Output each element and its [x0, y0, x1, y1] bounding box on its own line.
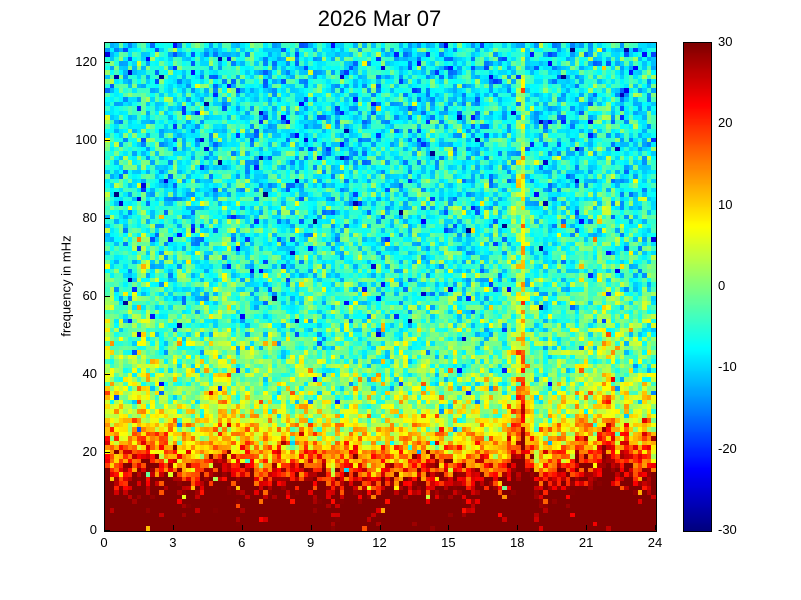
tick-mark — [104, 525, 105, 530]
y-tick-label: 120 — [75, 53, 97, 69]
x-tick-label: 21 — [578, 535, 594, 550]
colorbar — [683, 42, 712, 532]
tick-mark — [586, 525, 587, 530]
x-tick-label: 9 — [307, 535, 315, 550]
colorbar-tick-label: -20 — [718, 440, 737, 456]
y-tick-label: 0 — [89, 522, 97, 537]
tick-mark — [311, 525, 312, 530]
tick-mark — [448, 525, 449, 530]
x-tick-label: 0 — [100, 535, 108, 550]
chart-title: 2026 Mar 07 — [317, 6, 442, 31]
tick-mark — [105, 296, 110, 297]
x-tick-label: 3 — [169, 535, 177, 550]
colorbar-tick-label: -30 — [718, 522, 737, 537]
colorbar-tick-label: 0 — [718, 278, 726, 293]
y-tick-label: 60 — [82, 287, 97, 303]
x-tick-label: 24 — [647, 535, 663, 550]
y-tick-label: 80 — [82, 209, 97, 225]
x-tick-label: 12 — [372, 535, 387, 550]
colorbar-tick-label: -10 — [718, 359, 737, 375]
colorbar-tick-label: 30 — [718, 34, 733, 49]
tick-mark — [655, 525, 656, 530]
y-tick-label: 20 — [82, 443, 97, 459]
tick-mark — [105, 374, 110, 375]
tick-mark — [242, 525, 243, 530]
colorbar-canvas — [684, 43, 711, 531]
heatmap-canvas — [105, 43, 656, 531]
x-tick-label: 18 — [510, 535, 525, 550]
y-tick-label: 40 — [82, 365, 97, 381]
tick-mark — [105, 62, 110, 63]
x-tick-label: 6 — [238, 535, 246, 550]
y-tick-label: 100 — [75, 131, 97, 147]
x-tick-label: 15 — [441, 535, 456, 550]
tick-mark — [517, 525, 518, 530]
tick-mark — [105, 218, 110, 219]
tick-mark — [173, 525, 174, 530]
y-axis-label: frequency in mHz — [58, 235, 74, 337]
tick-mark — [105, 452, 110, 453]
tick-mark — [105, 140, 110, 141]
colorbar-tick-label: 10 — [718, 196, 733, 212]
heatmap-plot — [104, 42, 657, 532]
tick-mark — [380, 525, 381, 530]
colorbar-tick-label: 20 — [718, 115, 733, 131]
tick-mark — [105, 530, 110, 531]
